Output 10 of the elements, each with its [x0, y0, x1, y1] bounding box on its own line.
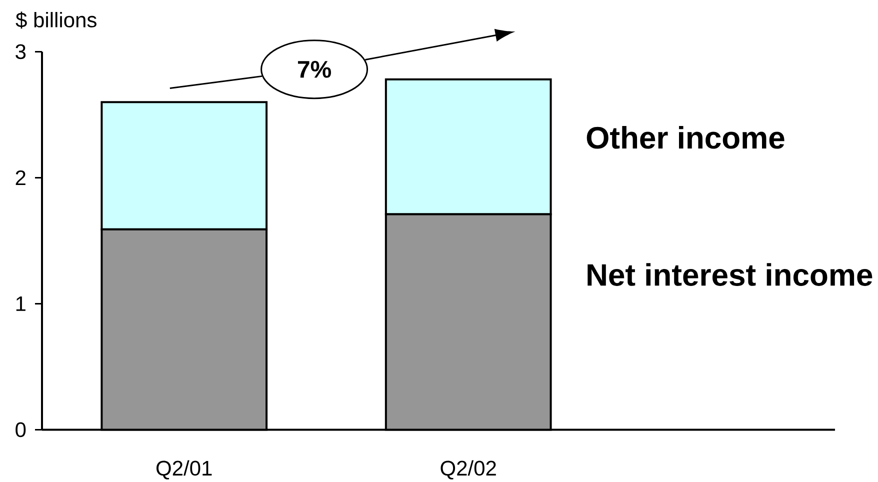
x-tick-label: Q2/02	[440, 460, 496, 480]
series-label: Other income	[586, 126, 784, 149]
series-label: Net interest income	[588, 263, 872, 286]
y-tick-label: 3	[16, 44, 26, 60]
y-tick-label: 1	[16, 296, 26, 311]
y-tick-label: 0	[16, 422, 26, 438]
x-tick-label: Q2/01	[156, 460, 212, 480]
y-axis-title: $ billions	[16, 12, 96, 29]
y-tick-label: 2	[16, 170, 26, 186]
annotation: 7%	[298, 60, 331, 78]
